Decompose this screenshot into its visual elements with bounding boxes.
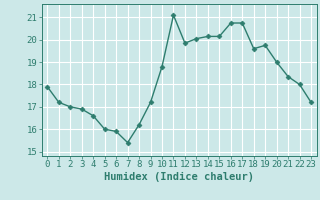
- X-axis label: Humidex (Indice chaleur): Humidex (Indice chaleur): [104, 172, 254, 182]
